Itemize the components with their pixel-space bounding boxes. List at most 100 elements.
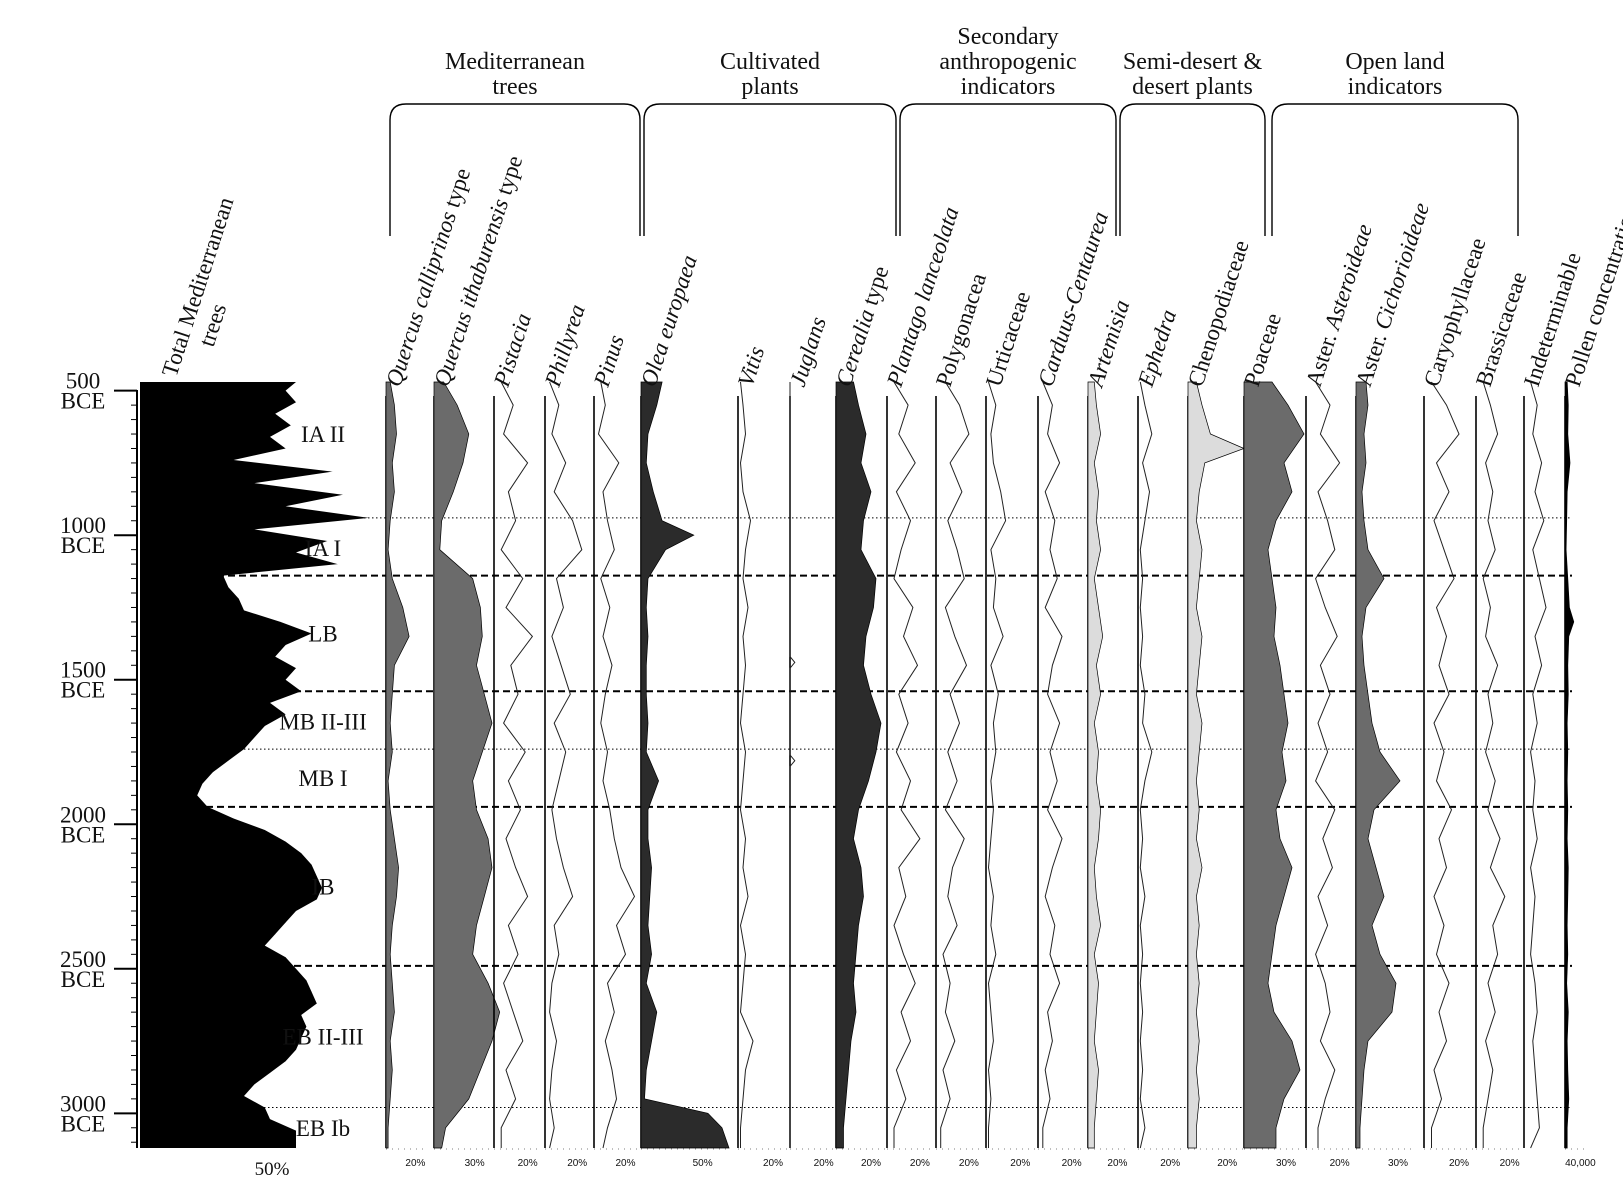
age-tick-suffix: BCE (61, 967, 106, 992)
group-label: Semi-desert & (1123, 49, 1263, 75)
series-scale-label: 20% (518, 1158, 538, 1169)
series-scale-label: 20% (1062, 1158, 1082, 1169)
series-line (1482, 381, 1506, 1148)
age-tick-label: 2500 (60, 947, 106, 972)
total-curve-label: Total Mediterraneantrees (157, 194, 263, 388)
series-line (1431, 381, 1460, 1148)
group-label: Mediterranean (445, 49, 585, 75)
series-column: Cerealia type (831, 263, 893, 1150)
series-name: Vitis (733, 343, 769, 389)
series-line (987, 381, 1007, 1148)
series-scale-label: 50% (693, 1158, 713, 1169)
series-area (1564, 381, 1575, 1149)
series-area (1087, 381, 1104, 1149)
series-scale-label: 30% (1276, 1158, 1296, 1169)
series-area (385, 381, 410, 1149)
series-column: Juglans (785, 314, 838, 1150)
series-scale-label: 30% (1388, 1158, 1408, 1169)
group-label: Open land (1345, 49, 1444, 75)
series-name: Pinus (589, 332, 629, 391)
series-name: Urticaceae (981, 288, 1035, 389)
series-scale-label: 20% (1010, 1158, 1030, 1169)
series-line (500, 381, 534, 1148)
series-name: Ephedra (1133, 306, 1182, 390)
group-label: trees (492, 74, 537, 100)
group-bracket (643, 103, 897, 236)
group-label: anthropogenic (939, 49, 1076, 75)
series-area (640, 381, 730, 1149)
series-column: Quercus ithaburensis type (429, 153, 527, 1150)
series-column: Aster. Cichorioideae (1351, 200, 1434, 1150)
age-tick-label: 3000 (60, 1091, 106, 1116)
series-line (1530, 381, 1547, 1149)
series-column: Poaceae (1239, 310, 1305, 1150)
group-label: indicators (961, 74, 1056, 100)
series-line (597, 381, 636, 1149)
series-scale-label: 20% (1217, 1158, 1237, 1169)
series-scale-label: 20% (763, 1158, 783, 1169)
series-scale-label: 20% (615, 1158, 635, 1169)
series-column: Polygonacea (931, 270, 991, 1150)
age-tick-suffix: BCE (61, 533, 106, 558)
series-scale-label: 20% (814, 1158, 834, 1169)
age-tick-suffix: BCE (61, 1111, 106, 1136)
series-line (1042, 381, 1063, 1148)
series-area (835, 381, 882, 1149)
series-area (1355, 381, 1401, 1149)
zone-label: IB (312, 874, 335, 899)
series-area (433, 381, 501, 1149)
series-column: Ephedra (1133, 306, 1184, 1150)
series-scale-label: 20% (1500, 1158, 1520, 1169)
series-column: Phillyrea (540, 301, 591, 1150)
series-line (940, 381, 970, 1148)
series-line (893, 381, 921, 1148)
group-bracket (1271, 103, 1519, 236)
age-tick-label: 500 (66, 369, 101, 394)
zone-label: EB Ib (296, 1116, 350, 1141)
series-line (1139, 381, 1153, 1149)
series-scale-label: 40,000 (1565, 1158, 1596, 1169)
series-scale-label: 20% (910, 1158, 930, 1169)
group-bracket (1119, 103, 1266, 236)
series-name: Olea europaea (636, 252, 702, 390)
series-name: Poaceae (1239, 310, 1286, 389)
series-scale-label: 20% (567, 1158, 587, 1169)
series-area (1187, 381, 1245, 1149)
series-scale-label: 20% (1107, 1158, 1127, 1169)
series-scale-label: 20% (861, 1158, 881, 1169)
series-scale-label: 20% (1160, 1158, 1180, 1169)
age-tick-suffix: BCE (61, 822, 106, 847)
series-column: Vitis (733, 343, 788, 1150)
series-scale-label: 20% (1449, 1158, 1469, 1169)
zone-label: LB (308, 621, 337, 646)
series-column: Pinus (589, 332, 639, 1150)
series-column: Urticaceae (981, 288, 1035, 1150)
group-label: plants (741, 74, 798, 100)
series-scale-label: 20% (1330, 1158, 1350, 1169)
series-scale-label: 20% (405, 1158, 425, 1169)
total-mediterranean-trees-area (140, 382, 369, 1148)
group-label: Cultivated (720, 49, 820, 75)
zone-label: EB II-III (282, 1025, 363, 1050)
series-column: Olea europaea (636, 252, 730, 1150)
series-name: Cerealia type (831, 263, 893, 390)
group-bracket (899, 103, 1117, 236)
series-name: Phillyrea (540, 301, 590, 390)
age-tick-label: 2000 (60, 802, 106, 827)
zone-label: MB I (298, 766, 347, 791)
age-tick-label: 1500 (60, 658, 106, 683)
series-name: Juglans (785, 314, 831, 390)
series-column: Brassicaceae (1471, 269, 1531, 1150)
total-curve-scale-label: 50% (255, 1159, 290, 1180)
series-area (1243, 381, 1305, 1149)
zone-label: IA I (305, 536, 341, 561)
series-scale-label: 20% (959, 1158, 979, 1169)
series-name: Pistacia (489, 310, 536, 390)
series-scale-label: 30% (465, 1158, 485, 1169)
series-name: Polygonacea (931, 270, 991, 389)
group-bracket (389, 103, 641, 236)
zone-label: MB II-III (279, 710, 367, 735)
group-label: desert plants (1132, 74, 1253, 100)
series-line (1315, 381, 1341, 1148)
